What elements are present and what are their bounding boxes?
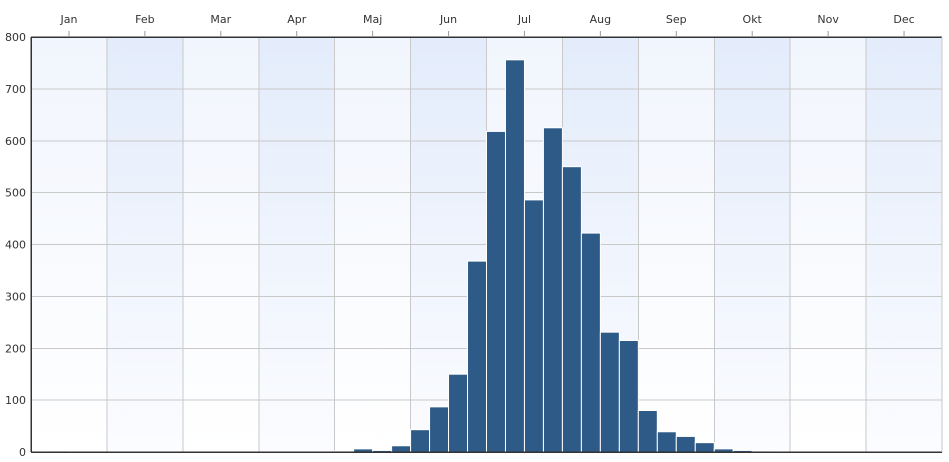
x-tick-label: Mar	[210, 13, 231, 26]
y-tick-label: 500	[5, 187, 26, 200]
bar	[410, 429, 431, 453]
axes	[30, 31, 943, 453]
bar	[618, 339, 639, 453]
x-tick-label: Okt	[743, 13, 763, 26]
x-tick-label: Jun	[439, 13, 457, 26]
x-tick-label: Apr	[287, 13, 307, 26]
y-tick-label: 700	[5, 83, 26, 96]
bar	[561, 166, 582, 453]
y-tick-label: 600	[5, 135, 26, 148]
x-tick-label: Aug	[590, 13, 611, 26]
x-tick-label: Dec	[893, 13, 914, 26]
bar	[542, 127, 563, 453]
x-tick-label: Nov	[817, 13, 839, 26]
bar	[656, 431, 677, 453]
y-tick-label: 400	[5, 239, 26, 252]
tick-labels: 0 100 200 300 400 500 600 700 800 Jan Feb Mar Apr Maj…	[5, 13, 915, 459]
x-tick-label: Feb	[135, 13, 154, 26]
x-tick-label: Jul	[517, 13, 531, 26]
bar	[429, 406, 450, 453]
bar	[580, 232, 601, 453]
bar	[599, 331, 620, 453]
bar	[391, 445, 412, 453]
x-tick-label: Maj	[363, 13, 382, 26]
y-tick-label: 100	[5, 394, 26, 407]
bar-series	[49, 59, 772, 453]
y-tick-label: 800	[5, 31, 26, 44]
bar	[694, 442, 715, 453]
y-tick-label: 200	[5, 342, 26, 355]
x-tick-label: Sep	[666, 13, 687, 26]
y-tick-label: 0	[19, 446, 26, 459]
bar	[675, 435, 696, 453]
bar	[504, 59, 525, 453]
bar	[448, 373, 469, 453]
bar	[637, 410, 658, 453]
x-tick-label: Jan	[59, 13, 77, 26]
bar	[486, 130, 506, 453]
bar	[467, 260, 488, 453]
bar	[523, 199, 544, 453]
y-tick-label: 300	[5, 290, 26, 303]
